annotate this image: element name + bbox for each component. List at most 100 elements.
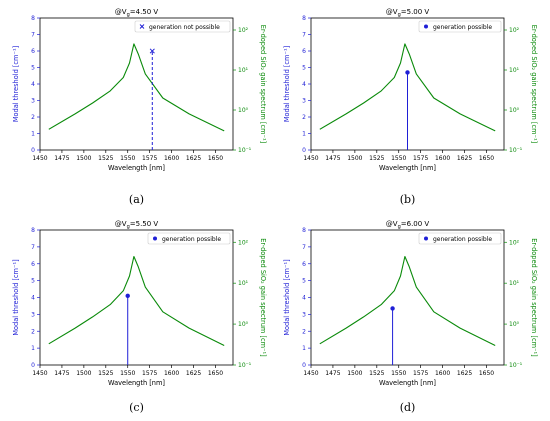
title-prefix: @V [115, 8, 127, 16]
y-left-tick-label: 8 [31, 15, 35, 22]
y-left-tick-label: 0 [31, 362, 35, 369]
chart-title: @Vg=5.00 V [386, 8, 430, 18]
title-suffix: =5.00 V [401, 8, 430, 16]
chart-title: @Vg=6.00 V [386, 220, 430, 230]
x-tick-label: 1650 [208, 155, 223, 162]
threshold-marker-dot [405, 70, 410, 75]
y-left-tick-label: 7 [302, 244, 306, 251]
gain-spectrum-line [319, 43, 496, 132]
gain-spectrum-line [319, 255, 496, 346]
y-right-tick-label: 10⁰ [238, 107, 249, 114]
legend-marker-dot [424, 236, 428, 241]
title-subscript: g [127, 12, 130, 18]
y-left-tick-label: 2 [31, 114, 35, 121]
y-right-tick-label: 10² [509, 239, 520, 246]
legend-marker-dot [424, 24, 428, 29]
legend-box [147, 232, 231, 245]
x-tick-label: 1450 [32, 155, 47, 162]
y-right-tick-label: 10¹ [238, 67, 249, 74]
panel-caption: (a) [129, 193, 144, 206]
y-right-tick-label: 10¹ [509, 67, 520, 74]
x-tick-label: 1500 [76, 155, 91, 162]
y-left-tick-label: 6 [302, 261, 306, 268]
x-axis-label: Wavelength [nm] [108, 379, 165, 387]
y-right-tick-label: 10⁰ [238, 321, 249, 328]
y-left-tick-label: 1 [302, 131, 306, 138]
title-prefix: @V [386, 8, 398, 16]
x-tick-label: 1500 [76, 370, 91, 377]
y-right-tick-label: 10⁰ [509, 321, 520, 328]
x-tick-label: 1525 [369, 155, 384, 162]
x-tick-label: 1525 [98, 155, 113, 162]
x-tick-label: 1650 [479, 155, 494, 162]
y-right-axis-label: Er-doped SiO₂ gain spectrum [cm⁻¹] [259, 25, 267, 143]
y-right-tick-label: 10⁻¹ [509, 147, 523, 154]
x-tick-label: 1600 [435, 155, 450, 162]
x-tick-label: 1650 [479, 370, 494, 377]
legend-label: generation possible [433, 24, 492, 31]
y-right-tick-label: 10⁰ [509, 107, 520, 114]
x-tick-label: 1475 [54, 370, 69, 377]
y-left-tick-label: 6 [31, 261, 35, 268]
x-tick-label: 1550 [391, 155, 406, 162]
x-tick-label: 1600 [164, 370, 179, 377]
y-left-tick-label: 1 [302, 345, 306, 352]
y-left-tick-label: 5 [302, 65, 306, 72]
x-tick-label: 1650 [208, 370, 223, 377]
y-left-tick-label: 4 [302, 295, 306, 302]
x-tick-label: 1575 [142, 155, 157, 162]
x-tick-label: 1450 [303, 370, 318, 377]
x-tick-label: 1550 [120, 370, 135, 377]
y-left-tick-label: 2 [302, 114, 306, 121]
x-tick-label: 1625 [186, 155, 201, 162]
y-left-tick-label: 4 [31, 295, 35, 302]
y-left-axis-label: Modal threshold [cm⁻¹] [283, 46, 291, 122]
y-left-tick-label: 2 [31, 328, 35, 335]
y-left-tick-label: 6 [31, 48, 35, 55]
y-left-axis-label: Modal threshold [cm⁻¹] [283, 259, 291, 335]
x-axis-label: Wavelength [nm] [379, 164, 436, 172]
x-axis-label: Wavelength [nm] [108, 164, 165, 172]
y-left-tick-label: 7 [31, 32, 35, 39]
legend-marker-dot [153, 236, 157, 241]
title-subscript: g [127, 224, 130, 230]
y-left-axis-label: Modal threshold [cm⁻¹] [12, 46, 20, 122]
y-right-tick-label: 10⁻¹ [509, 362, 523, 369]
y-left-tick-label: 7 [302, 32, 306, 39]
legend-box [418, 20, 502, 33]
x-tick-label: 1500 [347, 370, 362, 377]
y-right-axis-label: Er-doped SiO₂ gain spectrum [cm⁻¹] [259, 238, 267, 356]
y-left-tick-label: 1 [31, 345, 35, 352]
legend-marker-x [139, 24, 145, 29]
x-tick-label: 1475 [54, 155, 69, 162]
legend-label: generation possible [162, 236, 221, 243]
y-left-tick-label: 8 [302, 15, 306, 22]
y-left-tick-label: 3 [31, 311, 35, 318]
legend-box [418, 232, 502, 245]
panel-caption: (c) [129, 401, 144, 414]
panel-b: @Vg=5.00 V 1450 1 4 7 5 1500 1525 1550 1575 1600 16… [283, 8, 538, 206]
x-tick-label: 1550 [391, 370, 406, 377]
gain-spectrum-line [48, 255, 225, 346]
x-tick-label: 1450 [303, 155, 318, 162]
x-tick-label: 1575 [142, 370, 157, 377]
x-tick-label: 1575 [413, 155, 428, 162]
y-left-tick-label: 5 [302, 278, 306, 285]
title-prefix: @V [115, 220, 127, 228]
y-left-tick-label: 1 [31, 131, 35, 138]
x-tick-label: 1525 [98, 370, 113, 377]
x-tick-label: 1625 [186, 370, 201, 377]
y-left-tick-label: 3 [302, 311, 306, 318]
legend-label: generation not possible [149, 24, 220, 31]
y-right-tick-label: 10⁻¹ [238, 147, 252, 154]
legend-label: generation possible [433, 236, 492, 243]
y-left-tick-label: 7 [31, 244, 35, 251]
y-left-tick-label: 8 [31, 227, 35, 234]
y-left-tick-label: 6 [302, 48, 306, 55]
x-tick-label: 1450 [32, 370, 47, 377]
x-tick-label: 1500 [347, 155, 362, 162]
y-left-tick-label: 4 [302, 81, 306, 88]
